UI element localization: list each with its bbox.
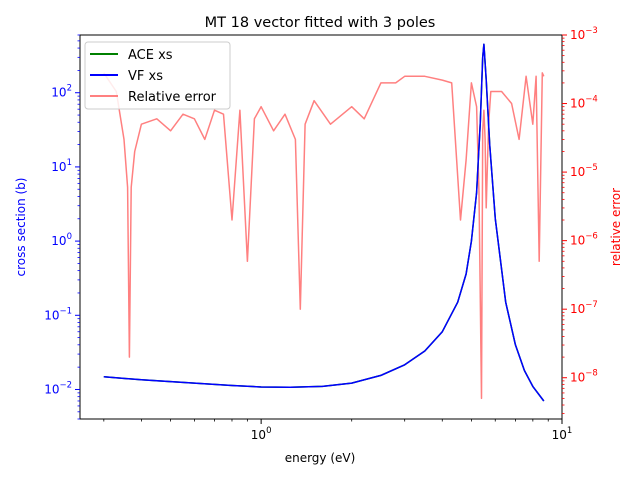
legend-box	[84, 41, 231, 110]
series-layer	[103, 43, 545, 402]
y-right-tick-label: 10−7	[570, 300, 598, 316]
x-tick-label: 100	[251, 426, 272, 442]
y-right-tick-label: 10−8	[570, 369, 598, 385]
y-left-tick-label: 100	[51, 232, 72, 248]
series-line-vf	[103, 43, 545, 402]
legend-label-ace: ACE xs	[128, 48, 173, 63]
y-left-tick-label: 101	[51, 158, 72, 174]
y-axis-right-label: relative error	[609, 188, 623, 266]
chart-title: MT 18 vector fitted with 3 poles	[205, 15, 436, 31]
y-left-tick-label: 102	[51, 84, 72, 100]
y-axis-right: 10−8 10−7 10−6 10−5 10−4 10−3	[562, 26, 598, 414]
legend-label-error: Relative error	[128, 90, 217, 105]
y-right-tick-label: 10−4	[570, 95, 598, 111]
y-right-tick-label: 10−5	[570, 163, 598, 179]
x-axis: 100 101	[103, 419, 573, 442]
x-axis-label: energy (eV)	[285, 451, 356, 465]
y-right-tick-label: 10−6	[570, 232, 598, 248]
y-axis-left: 10−2 10−1 100 101 102	[44, 34, 80, 420]
legend: ACE xs VF xs Relative error	[84, 41, 231, 110]
y-left-tick-label: 10−2	[44, 380, 72, 396]
y-axis-left-label: cross section (b)	[14, 178, 28, 277]
series-line-relative-error	[103, 72, 545, 400]
x-tick-label: 101	[552, 426, 573, 442]
legend-label-vf: VF xs	[128, 69, 163, 84]
y-left-tick-label: 10−1	[44, 306, 72, 322]
y-right-tick-label: 10−3	[570, 26, 598, 42]
